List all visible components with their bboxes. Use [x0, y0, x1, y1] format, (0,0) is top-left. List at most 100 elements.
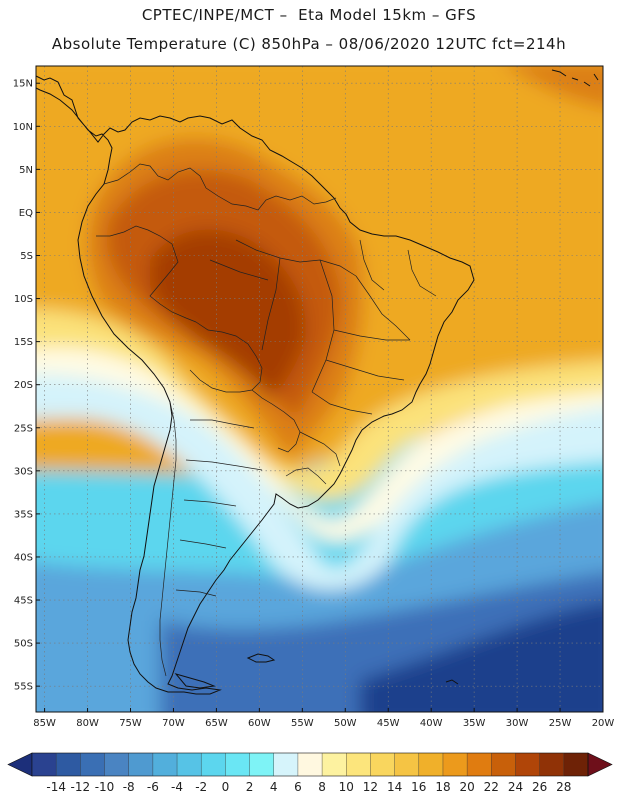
map-frame: [35, 65, 604, 713]
colorbar-swatch: [249, 753, 275, 776]
lat-tick-label: 50S: [14, 639, 33, 650]
colorbar-swatch: [442, 753, 468, 776]
border-venezuela-brazil: [205, 187, 337, 211]
colorbar-label: 18: [435, 780, 450, 794]
colorbar-swatch: [225, 753, 250, 776]
longitude-labels: 85W 80W 75W 70W 65W 60W 55W 50W 45W 40W 35W 30W 25W 2…: [33, 718, 614, 729]
colorbar-swatch: [273, 753, 299, 776]
colorbar-swatch: [467, 753, 492, 776]
colorbar-label: 26: [532, 780, 547, 794]
south-america-coastline: [35, 75, 475, 695]
field-yellow-band: [36, 309, 603, 501]
colorbar-label: 14: [387, 780, 402, 794]
lon-tick-label: 35W: [463, 718, 486, 729]
country-borders: [96, 163, 437, 677]
colorbar-swatch: [418, 753, 444, 776]
colorbar-swatch: [394, 753, 420, 776]
lon-tick-label: 40W: [420, 718, 443, 729]
colorbar-label: -10: [95, 780, 115, 794]
colorbar-swatch: [346, 753, 371, 776]
colorbar-swatch: [563, 753, 589, 776]
coastlines: [35, 69, 599, 695]
colorbar-label: 8: [318, 780, 326, 794]
field-northeast-warm: [508, 66, 603, 108]
lat-tick-label: 25S: [14, 423, 33, 434]
colorbar-swatch: [152, 753, 178, 776]
lon-tick-label: 60W: [248, 718, 271, 729]
lon-tick-label: 25W: [549, 718, 572, 729]
border-colombia-venezuela: [103, 163, 207, 189]
colorbar-label: 2: [246, 780, 254, 794]
latitude-labels: 15N 10N 5N EQ 5S 10S 15S 20S 25S 30S 35S 40S 45S 50S 5…: [13, 79, 33, 693]
colorbar-label: 10: [339, 780, 354, 794]
colorbar-swatch: [80, 753, 105, 776]
falkland-islands: [246, 653, 276, 663]
border-peru-brazil: [149, 243, 197, 323]
border-bolivia: [189, 321, 263, 393]
colorbar-swatch: [370, 753, 395, 776]
lat-tick-label: 35S: [14, 509, 33, 520]
lon-tick-label: 80W: [76, 718, 99, 729]
lat-tick-label: 55S: [14, 682, 33, 693]
colorbar-swatch: [515, 753, 540, 776]
lon-tick-label: 30W: [506, 718, 529, 729]
colorbar-label: 20: [459, 780, 474, 794]
lat-tick-label: 40S: [14, 552, 33, 563]
lat-lon-grid: [36, 66, 604, 712]
field-brown-core: [150, 229, 306, 400]
colorbar-swatch: [32, 753, 57, 776]
colorbar-swatch: [539, 753, 565, 776]
colorbar-label: -8: [123, 780, 135, 794]
colorbar-swatch: [322, 753, 347, 776]
colorbar-label: 12: [363, 780, 378, 794]
colorbar-swatch: [128, 753, 154, 776]
lon-tick-label: 55W: [291, 718, 314, 729]
field-deep-cold-band: [360, 602, 603, 712]
colorbar-label: -6: [147, 780, 159, 794]
lat-tick-label: 5S: [20, 251, 33, 262]
border-uruguay: [285, 467, 327, 485]
lon-tick-label: 50W: [334, 718, 357, 729]
lat-tick-label: 30S: [14, 466, 33, 477]
lon-tick-label: 75W: [119, 718, 142, 729]
lat-tick-label: 5N: [19, 165, 33, 176]
border-argentina-provinces: [175, 419, 263, 597]
colorbar-label: 6: [294, 780, 302, 794]
colorbar-label: 0: [222, 780, 230, 794]
border-colombia-peru: [96, 225, 173, 245]
lon-tick-label: 70W: [162, 718, 185, 729]
border-paraguay: [251, 389, 301, 453]
field-title: Absolute Temperature (C) 850hPa – 08/06/…: [51, 35, 567, 53]
lat-tick-label: 10S: [14, 294, 33, 305]
colorbar-swatch: [104, 753, 129, 776]
lat-tick-label: 15S: [14, 337, 33, 348]
colorbar-label: -14: [46, 780, 66, 794]
border-chile-argentina: [159, 401, 177, 677]
lon-tick-label: 65W: [205, 718, 228, 729]
colorbar-label: 16: [411, 780, 426, 794]
colorbar-label: 4: [270, 780, 278, 794]
colorbar-label: 28: [556, 780, 571, 794]
colorbar-over-arrow: [587, 752, 613, 777]
colorbar-swatch: [491, 753, 516, 776]
colorbar-label: -2: [195, 780, 207, 794]
colorbar-swatch: [297, 753, 323, 776]
colorbar: -14 -12 -10 -8 -6 -4 -2 0 2 4 6 8 10 12 14 16 18 20 22 24 26…: [7, 752, 613, 794]
colorbar-label: -4: [171, 780, 183, 794]
border-brazil-states: [209, 239, 437, 415]
colorbar-label: -12: [71, 780, 91, 794]
temperature-field: [36, 66, 603, 712]
lat-tick-label: 45S: [14, 596, 33, 607]
tierra-del-fuego: [174, 673, 216, 689]
caribbean-islands: [551, 69, 599, 87]
colorbar-swatch: [177, 753, 202, 776]
lon-tick-label: 85W: [33, 718, 56, 729]
colorbar-label: 24: [508, 780, 523, 794]
colorbar-label: 22: [484, 780, 499, 794]
colorbar-frame: [31, 752, 589, 777]
lat-tick-label: EQ: [19, 208, 33, 219]
lon-tick-label: 45W: [377, 718, 400, 729]
lon-tick-label: 20W: [592, 718, 615, 729]
